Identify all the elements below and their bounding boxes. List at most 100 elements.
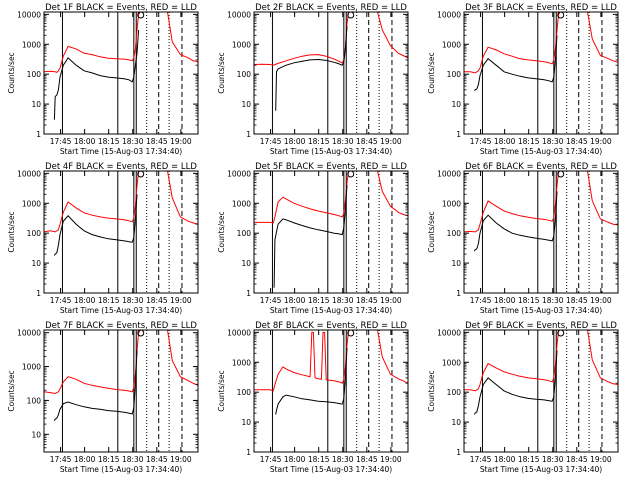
x-tick-label: 18:15 [518,137,540,146]
x-tick-label: 18:00 [74,296,96,305]
panel-title: Det 6F BLACK = Events, RED = LLD [465,162,617,172]
x-axis-label: Start Time (15-Aug-03 17:34:40) [480,465,602,474]
x-tick-label: 18:15 [98,137,120,146]
series-events-black [275,347,348,415]
x-axis-label: Start Time (15-Aug-03 17:34:40) [270,147,392,156]
plot-frame [43,11,199,135]
x-tick-label: 19:00 [170,455,192,464]
panel-det-6: Det 6F BLACK = Events, RED = LLD 1 10 100 10… [427,162,619,315]
x-tick-label: 18:30 [332,296,354,305]
y-tick-label: 10 [31,100,41,109]
series-events-black [473,191,558,252]
x-axis-label: Start Time (15-Aug-03 17:34:40) [270,465,392,474]
x-tick-label: 18:00 [494,455,516,464]
panel-det-4: Det 4F BLACK = Events, RED = LLD 1 10 100 10… [7,162,199,315]
y-tick-label: 10 [241,100,251,109]
x-tick-label: 18:30 [542,455,564,464]
x-tick-label: 19:00 [170,137,192,146]
y-tick-label: 10 [451,259,461,268]
y-tick-label: 10 [31,430,41,439]
y-tick-label: 1000 [232,358,251,367]
x-tick-label: 18:15 [98,455,120,464]
y-tick-label: 1000 [22,40,41,49]
series-events-black [275,26,348,111]
y-tick-label: 1 [456,289,461,298]
x-axis-label: Start Time (15-Aug-03 17:34:40) [480,306,602,315]
y-tick-label: 100 [27,229,42,238]
plot-frame [253,170,409,294]
x-tick-label: 18:45 [146,455,168,464]
series-events-black [273,185,348,288]
y-tick-label: 10000 [17,329,41,338]
series-lld-red [44,12,198,73]
y-tick-label: 10000 [17,10,41,19]
time-markers [61,12,183,134]
panel-title: Det 5F BLACK = Events, RED = LLD [255,162,407,172]
x-tick-label: 18:00 [74,137,96,146]
panel-title: Det 1F BLACK = Events, RED = LLD [45,3,197,13]
x-tick-label: 18:30 [542,137,564,146]
x-tick-label: 18:00 [284,455,306,464]
x-tick-label: 17:45 [260,137,282,146]
x-tick-label: 17:45 [50,137,72,146]
x-tick-label: 18:15 [518,455,540,464]
series-lld-red [254,171,408,224]
x-tick-label: 18:15 [518,296,540,305]
y-tick-label: 1 [456,448,461,457]
plot-frame [253,329,409,453]
y-axis-label: Counts/sec [427,370,436,411]
x-tick-label: 18:15 [308,455,330,464]
y-axis-label: Counts/sec [217,370,226,411]
y-tick-label: 1000 [442,358,461,367]
plot-frame [463,11,619,135]
y-axis-label: Counts/sec [7,211,16,252]
x-tick-label: 18:30 [332,455,354,464]
series-events-black [53,350,138,422]
panel-det-2: Det 2F BLACK = Events, RED = LLD 1 10 100 10… [217,3,409,156]
time-markers [481,330,603,452]
y-tick-label: 100 [237,388,252,397]
y-axis-label: Counts/sec [7,370,16,411]
series-events-black [53,29,140,120]
x-tick-label: 18:00 [494,296,516,305]
y-tick-label: 10 [451,418,461,427]
y-tick-label: 10000 [437,10,461,19]
x-tick-label: 19:00 [380,137,402,146]
y-tick-label: 1000 [232,199,251,208]
time-markers [481,171,603,293]
panel-title: Det 7F BLACK = Events, RED = LLD [45,321,197,331]
panel-det-1: Det 1F BLACK = Events, RED = LLD 1 10 100 10… [7,3,199,156]
y-tick-label: 10 [241,418,251,427]
series-events-black [53,194,138,256]
y-tick-label: 1 [36,289,41,298]
y-tick-label: 1 [246,289,251,298]
x-tick-label: 17:45 [260,296,282,305]
y-tick-label: 1 [36,130,41,139]
y-tick-label: 100 [447,388,462,397]
y-tick-label: 1000 [22,363,41,372]
x-tick-label: 18:00 [284,296,306,305]
x-tick-label: 18:30 [122,296,144,305]
x-axis-label: Start Time (15-Aug-03 17:34:40) [270,306,392,315]
y-axis-label: Counts/sec [427,52,436,93]
time-markers [61,330,183,452]
x-tick-label: 17:45 [50,296,72,305]
x-tick-label: 18:30 [542,296,564,305]
x-tick-label: 17:45 [50,455,72,464]
plot-frame [43,170,199,294]
y-tick-label: 100 [27,396,42,405]
x-tick-label: 18:45 [146,296,168,305]
y-tick-label: 10000 [227,328,251,337]
series-lld-red [44,171,198,233]
panel-title: Det 2F BLACK = Events, RED = LLD [255,3,407,13]
y-tick-label: 100 [447,229,462,238]
x-tick-label: 18:45 [356,296,378,305]
x-tick-label: 18:45 [356,137,378,146]
y-tick-label: 10000 [17,169,41,178]
series-lld-red [464,12,618,74]
y-tick-label: 100 [237,70,252,79]
plot-frame [463,170,619,294]
x-tick-label: 18:45 [566,296,588,305]
plot-frame [43,329,199,453]
